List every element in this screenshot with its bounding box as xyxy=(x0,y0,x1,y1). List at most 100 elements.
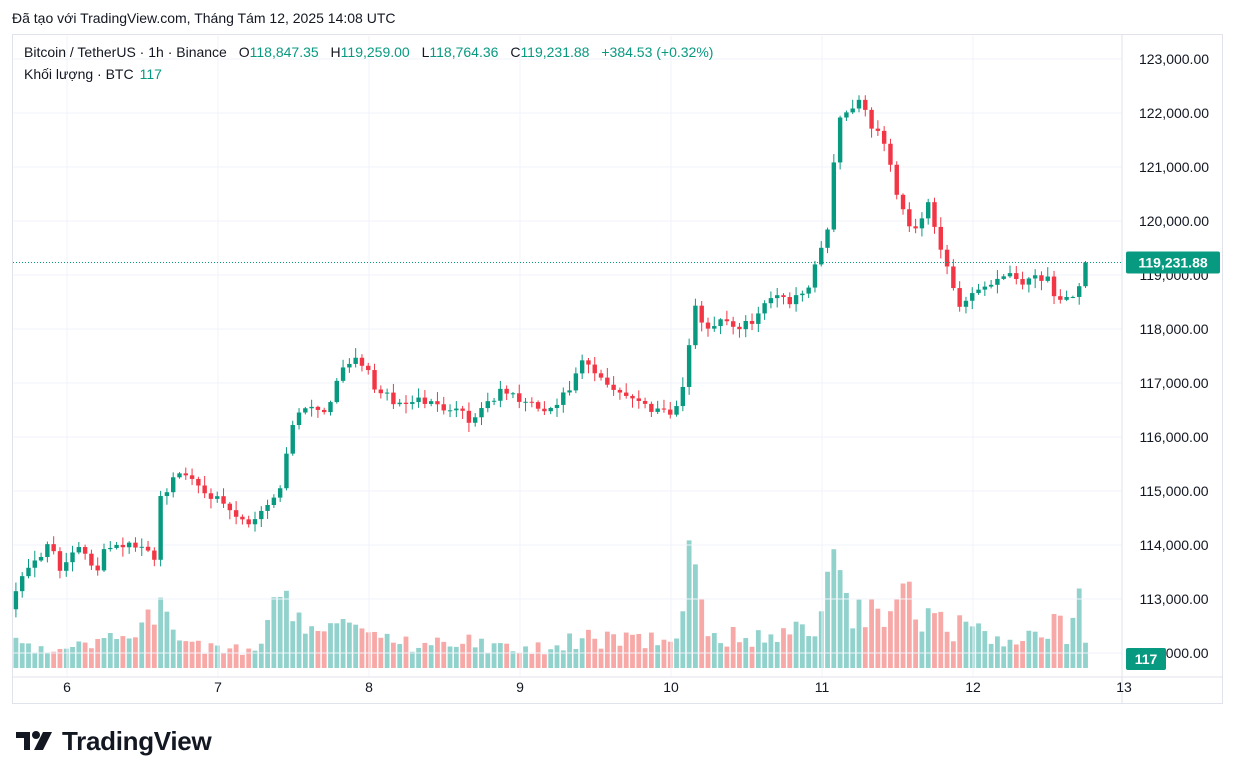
candle-body xyxy=(1045,276,1050,281)
volume-bar xyxy=(623,632,629,668)
candle-body xyxy=(762,303,767,314)
candle-body xyxy=(951,266,956,289)
volume-bar xyxy=(422,642,428,668)
price-tick-label: 116,000.00 xyxy=(1139,429,1208,445)
volume-bar xyxy=(107,633,113,668)
volume-label[interactable]: Khối lượng · BTC xyxy=(24,66,134,82)
candle-body xyxy=(1070,296,1076,298)
candle-body xyxy=(196,478,201,486)
candle-body xyxy=(428,401,434,404)
logo-text: TradingView xyxy=(62,726,212,756)
volume-bar xyxy=(221,653,226,668)
candle-body xyxy=(353,357,358,364)
candle-body xyxy=(850,108,855,113)
volume-bar xyxy=(604,631,610,668)
candle-body xyxy=(410,402,415,404)
volume-bar xyxy=(957,615,963,668)
candle-body xyxy=(252,519,258,525)
candle-body xyxy=(642,400,648,404)
candle-body xyxy=(668,409,673,415)
tradingview-logo[interactable]: TradingView xyxy=(16,726,212,757)
chart-frame xyxy=(12,34,1223,704)
volume-bar xyxy=(699,599,705,668)
candle-body xyxy=(699,305,704,323)
candle-body xyxy=(705,322,711,329)
symbol-title[interactable]: Bitcoin / TetherUS · 1h · Binance xyxy=(24,44,227,60)
volume-bar xyxy=(894,599,900,668)
volume-bar xyxy=(529,653,535,668)
volume-bar xyxy=(850,628,856,668)
volume-bar xyxy=(95,639,101,668)
volume-bar xyxy=(189,641,195,668)
candle-body xyxy=(932,202,937,227)
candle-body xyxy=(466,410,472,423)
candle-body xyxy=(120,544,126,548)
volume-bar xyxy=(724,646,730,668)
candle-body xyxy=(202,485,207,494)
candle-body xyxy=(13,591,19,610)
volume-bar xyxy=(869,598,874,668)
volume-bar xyxy=(888,611,893,668)
candle-body xyxy=(164,492,170,497)
volume-bar xyxy=(881,626,887,668)
candle-body xyxy=(139,546,144,548)
volume-bar xyxy=(774,641,780,668)
volume-bar xyxy=(1001,646,1007,668)
candle-body xyxy=(737,326,742,330)
volume-bar xyxy=(44,652,50,668)
volume-bar xyxy=(277,596,283,668)
volume-bar xyxy=(680,611,686,668)
candle-body xyxy=(592,364,597,374)
candle-body xyxy=(655,408,660,412)
volume-bar xyxy=(1026,630,1032,668)
volume-bar xyxy=(510,651,516,668)
volume-bar xyxy=(969,626,975,668)
symbol-legend: Bitcoin / TetherUS · 1h · Binance O118,8… xyxy=(24,44,713,60)
candle-body xyxy=(498,388,503,401)
candle-body xyxy=(221,496,226,504)
candle-body xyxy=(693,305,698,346)
volume-value: 117 xyxy=(139,66,162,82)
high-label: H xyxy=(330,44,341,60)
volume-bar xyxy=(485,652,491,668)
candle-body xyxy=(712,326,717,329)
close-value: 119,231.88 xyxy=(520,44,590,60)
candle-body xyxy=(680,386,686,407)
candle-body xyxy=(485,401,490,409)
volume-bar xyxy=(718,643,723,668)
high-value: 119,259.00 xyxy=(340,44,410,60)
volume-bar xyxy=(749,646,755,668)
volume-bar xyxy=(856,599,862,668)
volume-bar xyxy=(57,648,63,668)
candle-body xyxy=(674,406,679,415)
candle-body xyxy=(328,402,333,413)
volume-bar xyxy=(900,583,906,668)
volume-bar xyxy=(730,626,736,668)
volume-bar xyxy=(491,643,497,668)
volume-bar xyxy=(504,643,510,668)
candle-body xyxy=(523,401,528,403)
volume-bar xyxy=(472,647,478,668)
volume-bar xyxy=(950,641,956,668)
volume-bar xyxy=(976,623,981,668)
volume-bar xyxy=(963,621,969,668)
candle-body xyxy=(70,552,75,563)
candle-body xyxy=(334,380,339,403)
candle-body xyxy=(661,408,667,410)
candle-body xyxy=(1083,262,1088,287)
candle-body xyxy=(806,287,811,294)
price-tick-label: 122,000.00 xyxy=(1139,105,1209,121)
volume-bar xyxy=(913,619,919,668)
candle-body xyxy=(819,247,824,265)
tradingview-logo-icon xyxy=(16,730,52,750)
volume-bar xyxy=(70,646,75,668)
candle-body xyxy=(913,226,918,229)
volume-bar xyxy=(862,627,868,668)
candle-body xyxy=(976,289,981,294)
volume-bar xyxy=(1007,639,1013,668)
volume-bar xyxy=(642,648,648,668)
candle-body xyxy=(403,402,409,404)
volume-bar xyxy=(265,619,270,668)
candle-body xyxy=(1039,275,1044,281)
